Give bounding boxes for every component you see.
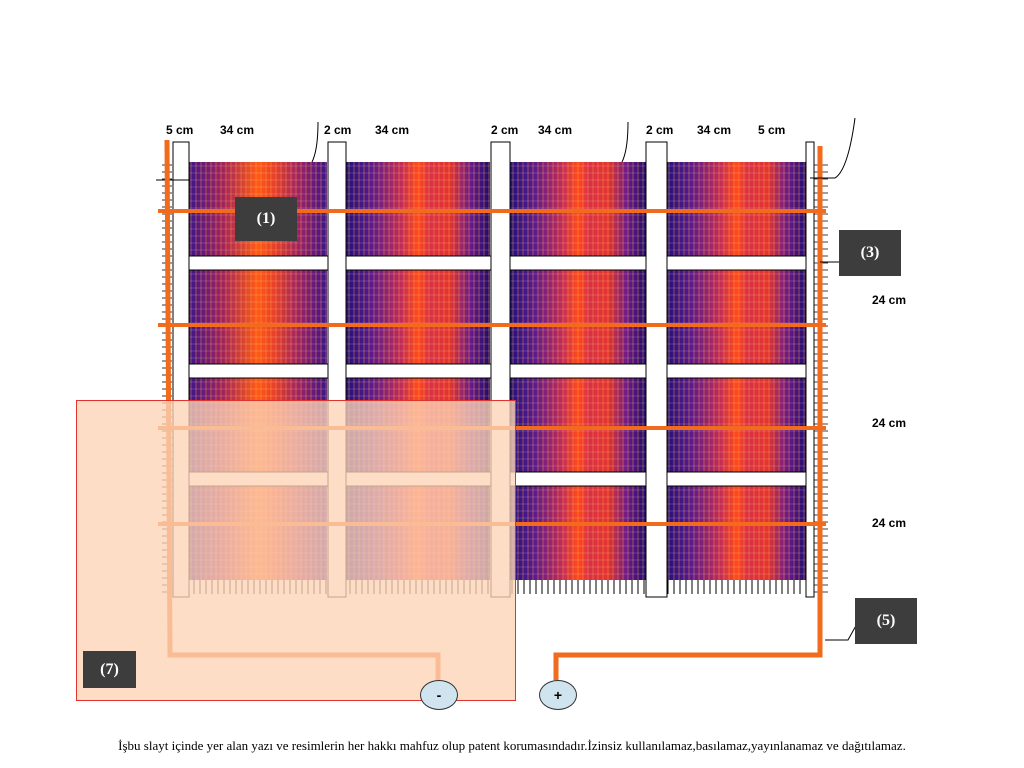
- frame-bar: [805, 141, 815, 598]
- dim-top-5: 2 cm: [491, 123, 519, 137]
- positive-terminal: +: [539, 680, 577, 710]
- dim-top-7: 2 cm: [646, 123, 674, 137]
- heating-strip: [666, 378, 807, 472]
- heating-strip: [188, 270, 327, 364]
- leader-line: [825, 621, 859, 641]
- label-3: (3): [839, 230, 901, 276]
- dim-top-8: 34 cm: [697, 123, 732, 137]
- label-1: (1): [235, 197, 297, 241]
- label-5: (5): [855, 598, 917, 644]
- leader-line: [621, 121, 629, 163]
- heating-strip: [510, 378, 646, 472]
- leader-line: [311, 121, 319, 163]
- dim-top-9: 5 cm: [758, 123, 786, 137]
- positive-feed: [553, 146, 823, 680]
- heating-strip: [666, 486, 807, 580]
- dim-top-3: 2 cm: [324, 123, 352, 137]
- leader-line: [810, 117, 856, 179]
- dim-right-1: 24 cm: [872, 293, 907, 307]
- heating-strip: [510, 270, 646, 364]
- dim-top-2: 34 cm: [220, 123, 255, 137]
- dim-top-6: 34 cm: [538, 123, 573, 137]
- negative-terminal: -: [420, 680, 458, 710]
- dim-right-3: 24 cm: [872, 516, 907, 530]
- highlight-region-7: [76, 400, 516, 701]
- heating-strip: [346, 270, 490, 364]
- dim-top-4: 34 cm: [375, 123, 410, 137]
- heating-strip: [666, 270, 807, 364]
- dim-right-2: 24 cm: [872, 416, 907, 430]
- frame-bar: [645, 141, 668, 598]
- label-7: (7): [83, 651, 136, 688]
- heating-strip: [510, 486, 646, 580]
- copyright-footer: İşbu slayt içinde yer alan yazı ve resim…: [118, 738, 906, 753]
- dim-top-1: 5 cm: [166, 123, 194, 137]
